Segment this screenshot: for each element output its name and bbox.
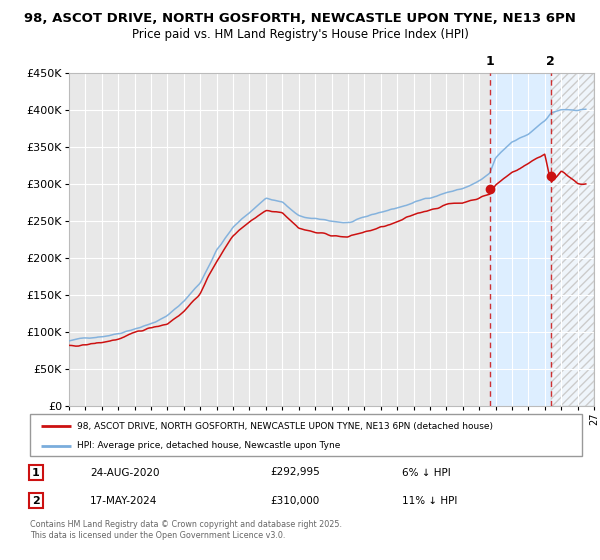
Bar (551, 73, 594, 406)
Text: £310,000: £310,000 (270, 496, 319, 506)
Text: 24-AUG-2020: 24-AUG-2020 (90, 468, 160, 478)
Text: 17-MAY-2024: 17-MAY-2024 (90, 496, 157, 506)
Bar (551, 73, 594, 406)
Text: £292,995: £292,995 (270, 468, 320, 478)
Text: 6% ↓ HPI: 6% ↓ HPI (402, 468, 451, 478)
FancyBboxPatch shape (30, 414, 582, 456)
Bar (490, 73, 551, 406)
Text: 2: 2 (32, 496, 40, 506)
Text: 1: 1 (485, 54, 494, 68)
Text: Contains HM Land Registry data © Crown copyright and database right 2025.
This d: Contains HM Land Registry data © Crown c… (30, 520, 342, 540)
Text: 2: 2 (547, 54, 555, 68)
Bar (551, 73, 594, 406)
Text: HPI: Average price, detached house, Newcastle upon Tyne: HPI: Average price, detached house, Newc… (77, 441, 340, 450)
Text: 11% ↓ HPI: 11% ↓ HPI (402, 496, 457, 506)
Text: 98, ASCOT DRIVE, NORTH GOSFORTH, NEWCASTLE UPON TYNE, NE13 6PN: 98, ASCOT DRIVE, NORTH GOSFORTH, NEWCAST… (24, 12, 576, 25)
Text: 98, ASCOT DRIVE, NORTH GOSFORTH, NEWCASTLE UPON TYNE, NE13 6PN (detached house): 98, ASCOT DRIVE, NORTH GOSFORTH, NEWCAST… (77, 422, 493, 431)
Text: 1: 1 (32, 468, 40, 478)
Text: Price paid vs. HM Land Registry's House Price Index (HPI): Price paid vs. HM Land Registry's House … (131, 28, 469, 41)
